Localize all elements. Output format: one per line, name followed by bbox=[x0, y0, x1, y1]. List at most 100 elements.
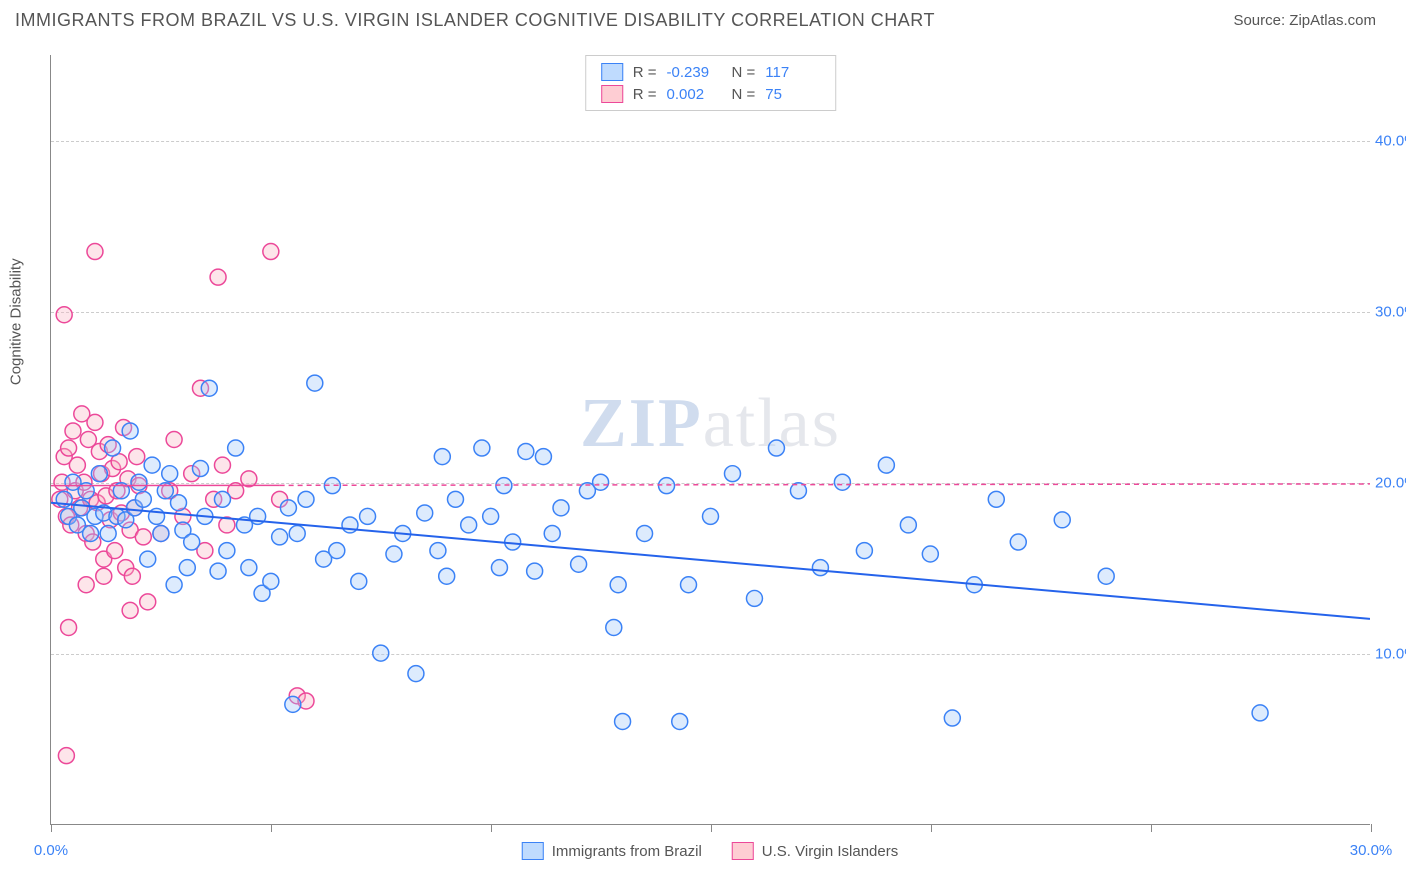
legend-swatch-blue bbox=[522, 842, 544, 860]
y-tick-label: 10.0% bbox=[1375, 645, 1406, 662]
r-value-1: -0.239 bbox=[667, 64, 722, 81]
scatter-point bbox=[329, 543, 345, 559]
scatter-point bbox=[1098, 568, 1114, 584]
scatter-point bbox=[280, 500, 296, 516]
legend-item-usvi: U.S. Virgin Islanders bbox=[732, 842, 898, 860]
scatter-point bbox=[214, 457, 230, 473]
scatter-point bbox=[474, 440, 490, 456]
scatter-point bbox=[100, 525, 116, 541]
scatter-point bbox=[746, 590, 762, 606]
scatter-point bbox=[192, 461, 208, 477]
scatter-point bbox=[65, 423, 81, 439]
scatter-point bbox=[298, 491, 314, 507]
scatter-point bbox=[373, 645, 389, 661]
scatter-point bbox=[483, 508, 499, 524]
scatter-point bbox=[129, 449, 145, 465]
scatter-point bbox=[386, 546, 402, 562]
scatter-point bbox=[166, 432, 182, 448]
scatter-point bbox=[610, 577, 626, 593]
scatter-point bbox=[272, 529, 288, 545]
scatter-point bbox=[593, 474, 609, 490]
scatter-point bbox=[988, 491, 1004, 507]
scatter-point bbox=[144, 457, 160, 473]
scatter-point bbox=[135, 529, 151, 545]
scatter-point bbox=[544, 525, 560, 541]
x-tick bbox=[491, 824, 492, 832]
scatter-point bbox=[535, 449, 551, 465]
x-tick bbox=[1151, 824, 1152, 832]
scatter-point bbox=[56, 307, 72, 323]
scatter-point bbox=[105, 440, 121, 456]
y-axis-label: Cognitive Disability bbox=[8, 258, 25, 385]
stats-swatch-blue bbox=[601, 63, 623, 81]
chart-container: ZIPatlas R = -0.239 N = 117 R = 0.002 N … bbox=[50, 55, 1370, 825]
scatter-point bbox=[69, 457, 85, 473]
scatter-point bbox=[447, 491, 463, 507]
scatter-point bbox=[122, 602, 138, 618]
scatter-point bbox=[285, 696, 301, 712]
x-tick bbox=[271, 824, 272, 832]
x-tick bbox=[711, 824, 712, 832]
trend-line-dashed bbox=[280, 484, 1370, 485]
scatter-point bbox=[289, 525, 305, 541]
scatter-point bbox=[96, 568, 112, 584]
scatter-point bbox=[606, 619, 622, 635]
scatter-point bbox=[360, 508, 376, 524]
scatter-point bbox=[944, 710, 960, 726]
scatter-point bbox=[518, 443, 534, 459]
scatter-point bbox=[672, 713, 688, 729]
scatter-point bbox=[1054, 512, 1070, 528]
r-value-2: 0.002 bbox=[667, 86, 722, 103]
x-tick bbox=[1371, 824, 1372, 832]
scatter-point bbox=[878, 457, 894, 473]
scatter-point bbox=[219, 543, 235, 559]
scatter-point bbox=[1010, 534, 1026, 550]
scatter-point bbox=[131, 474, 147, 490]
scatter-point bbox=[87, 414, 103, 430]
scatter-point bbox=[179, 560, 195, 576]
scatter-point bbox=[408, 666, 424, 682]
scatter-point bbox=[214, 491, 230, 507]
scatter-point bbox=[491, 560, 507, 576]
x-tick-label: 0.0% bbox=[34, 842, 68, 859]
legend-label-2: U.S. Virgin Islanders bbox=[762, 843, 898, 860]
scatter-point bbox=[263, 244, 279, 260]
legend-item-brazil: Immigrants from Brazil bbox=[522, 842, 702, 860]
scatter-point bbox=[553, 500, 569, 516]
scatter-point bbox=[241, 560, 257, 576]
scatter-point bbox=[922, 546, 938, 562]
scatter-point bbox=[171, 495, 187, 511]
scatter-point bbox=[241, 471, 257, 487]
chart-title: IMMIGRANTS FROM BRAZIL VS U.S. VIRGIN IS… bbox=[15, 10, 935, 31]
scatter-point bbox=[571, 556, 587, 572]
scatter-point bbox=[210, 269, 226, 285]
scatter-point bbox=[900, 517, 916, 533]
scatter-point bbox=[140, 594, 156, 610]
scatter-point bbox=[153, 525, 169, 541]
scatter-point bbox=[461, 517, 477, 533]
scatter-point bbox=[91, 466, 107, 482]
correlation-stats-box: R = -0.239 N = 117 R = 0.002 N = 75 bbox=[585, 55, 837, 111]
bottom-legend: Immigrants from Brazil U.S. Virgin Islan… bbox=[522, 842, 898, 860]
scatter-point bbox=[184, 534, 200, 550]
y-tick-label: 40.0% bbox=[1375, 132, 1406, 149]
scatter-point bbox=[527, 563, 543, 579]
stats-swatch-pink bbox=[601, 85, 623, 103]
scatter-point bbox=[61, 440, 77, 456]
plot-area: ZIPatlas R = -0.239 N = 117 R = 0.002 N … bbox=[50, 55, 1370, 825]
x-tick bbox=[51, 824, 52, 832]
scatter-point bbox=[430, 543, 446, 559]
scatter-point bbox=[703, 508, 719, 524]
scatter-point bbox=[615, 713, 631, 729]
scatter-point bbox=[78, 577, 94, 593]
scatter-point bbox=[201, 380, 217, 396]
scatter-point bbox=[162, 466, 178, 482]
scatter-point bbox=[434, 449, 450, 465]
n-value-2: 75 bbox=[765, 86, 820, 103]
scatter-point bbox=[124, 568, 140, 584]
legend-swatch-pink bbox=[732, 842, 754, 860]
scatter-point bbox=[107, 543, 123, 559]
scatter-point bbox=[210, 563, 226, 579]
scatter-plot-svg bbox=[51, 55, 1370, 824]
scatter-point bbox=[122, 423, 138, 439]
